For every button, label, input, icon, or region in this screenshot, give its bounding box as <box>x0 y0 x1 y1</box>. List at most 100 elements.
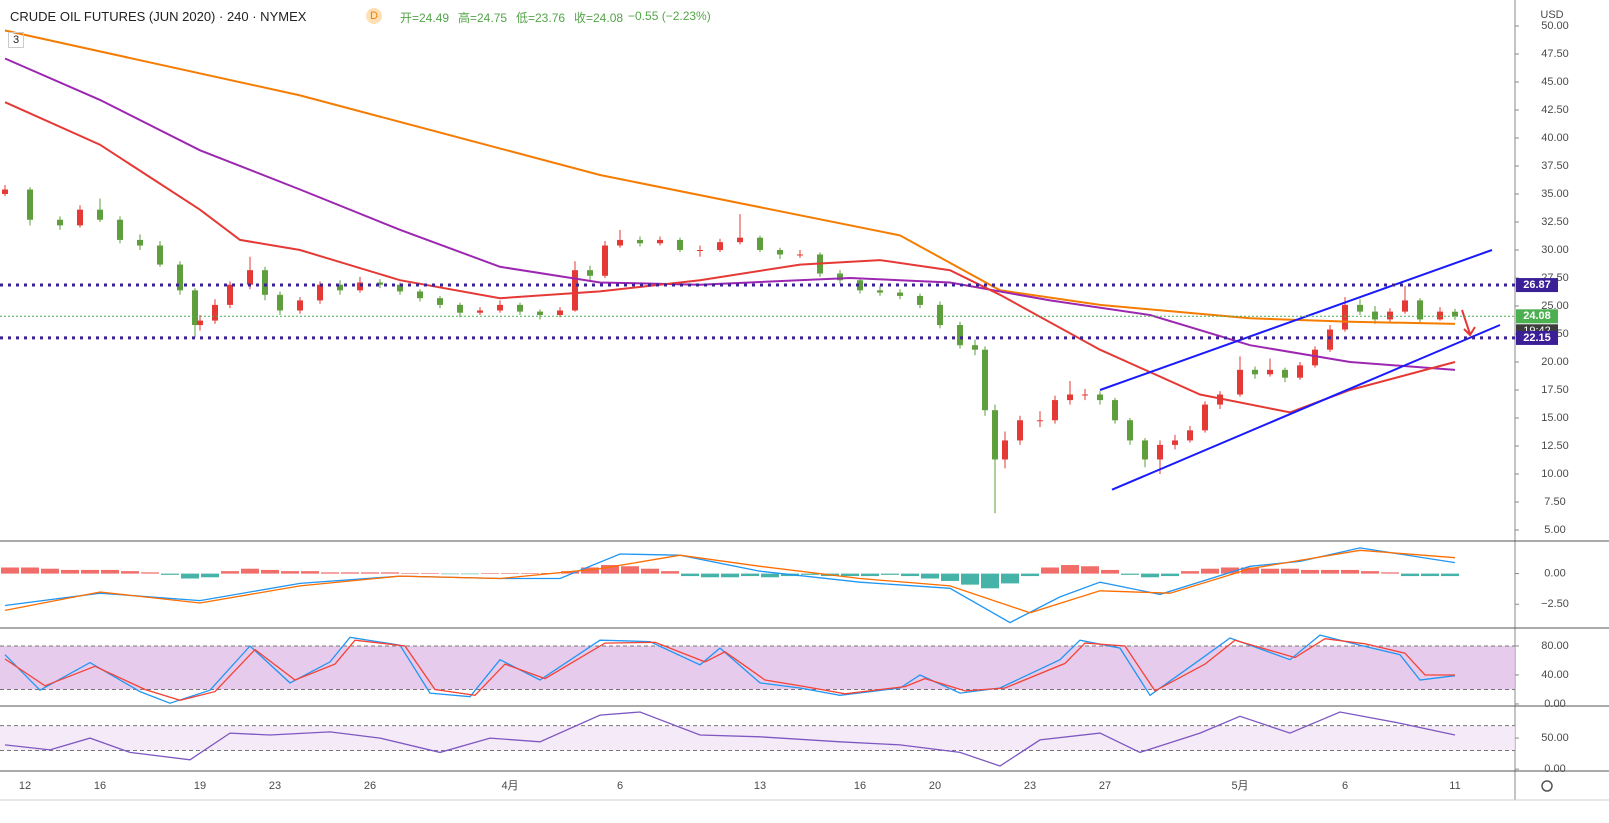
histogram-bar <box>1421 573 1439 577</box>
y-tick-label: 32.50 <box>1541 216 1569 228</box>
candle-body <box>197 320 203 326</box>
candle-body <box>797 254 803 256</box>
x-tick-label: 20 <box>929 780 941 792</box>
indicator-line <box>4 638 1455 701</box>
histogram-bar <box>981 573 999 589</box>
candle-body <box>477 310 483 313</box>
settings-icon[interactable] <box>1541 780 1553 792</box>
candle-body <box>1157 444 1163 460</box>
level-label: 24.08 <box>1523 310 1551 322</box>
candle-body <box>1267 369 1273 375</box>
candle-body <box>1327 329 1333 350</box>
y-tick-label: 40.00 <box>1541 669 1569 681</box>
candle-body <box>572 270 578 311</box>
histogram-bar <box>961 573 979 585</box>
candle-body <box>77 209 83 226</box>
level-label: 22.15 <box>1523 332 1551 344</box>
title: CRUDE OIL FUTURES (JUN 2020) · 240 · NYM… <box>10 9 307 24</box>
y-tick-label: 50.00 <box>1541 732 1569 744</box>
indicator-line <box>4 711 1456 767</box>
y-tick-label: 5.00 <box>1544 524 1565 536</box>
histogram-bar <box>1221 567 1239 574</box>
close: 收=24.08 <box>574 11 624 25</box>
histogram-bar <box>1441 573 1459 577</box>
y-tick-label: 35.00 <box>1541 188 1569 200</box>
histogram-bar <box>61 569 79 574</box>
candle-body <box>317 284 323 301</box>
candle-body <box>247 270 253 285</box>
trend-line <box>1111 324 1501 491</box>
histogram-bar <box>721 573 739 578</box>
currency: USD <box>1540 9 1563 21</box>
histogram-bar <box>361 572 379 574</box>
histogram-bar <box>1041 567 1059 574</box>
indicator-line <box>4 549 1456 614</box>
badge[interactable]: D <box>366 8 382 24</box>
x-tick-label: 6 <box>617 780 623 792</box>
histogram-bar <box>921 573 939 579</box>
histogram-bar <box>801 573 819 575</box>
histogram-bar <box>641 568 659 574</box>
indicator-toggle[interactable]: 3 <box>8 32 25 48</box>
histogram-bar <box>521 572 539 574</box>
candle-body <box>517 304 523 312</box>
candle-body <box>992 410 998 460</box>
candle-body <box>737 237 743 243</box>
candle-body <box>657 239 663 244</box>
histogram-bar <box>441 573 459 575</box>
candle-body <box>297 300 303 311</box>
open: 开=24.49 <box>400 11 450 25</box>
candle-body <box>617 239 623 246</box>
x-tick-label: 4月 <box>501 780 518 792</box>
candle-body <box>877 290 883 293</box>
histogram-bar <box>461 573 479 575</box>
candle-body <box>457 304 463 313</box>
histogram-bar <box>1301 569 1319 574</box>
y-tick-label: 47.50 <box>1541 48 1569 60</box>
candle-body <box>97 209 103 220</box>
candle-body <box>212 304 218 321</box>
histogram-bar <box>1341 569 1359 574</box>
candle-body <box>717 242 723 251</box>
histogram-bar <box>881 573 899 575</box>
candle-body <box>1037 420 1043 422</box>
histogram-bar <box>1141 573 1159 578</box>
candle-body <box>1052 400 1058 421</box>
candle-body <box>1067 394 1073 401</box>
x-tick-label: 19 <box>194 780 206 792</box>
histogram-bar <box>1 567 19 574</box>
x-tick-label: 23 <box>1024 780 1036 792</box>
candle-body <box>192 290 198 326</box>
candle-body <box>157 245 163 265</box>
candle-body <box>1097 394 1103 401</box>
y-tick-label: 17.50 <box>1541 384 1569 396</box>
candle-body <box>377 282 383 285</box>
y-tick-label: 10.00 <box>1541 468 1569 480</box>
histogram-bar <box>761 573 779 578</box>
candle-body <box>957 325 963 346</box>
histogram-bar <box>1261 568 1279 574</box>
histogram-bar <box>581 567 599 574</box>
y-tick-label: 12.50 <box>1541 440 1569 452</box>
y-tick-label: 0.00 <box>1544 568 1565 580</box>
y-tick-label: 80.00 <box>1541 640 1569 652</box>
low: 低=23.76 <box>516 11 566 25</box>
candle-body <box>117 219 123 240</box>
candle-body <box>857 280 863 291</box>
histogram-bar <box>1321 569 1339 574</box>
histogram-bar <box>221 571 239 574</box>
y-tick-label: 50.00 <box>1541 20 1569 32</box>
x-tick-label: 12 <box>19 780 31 792</box>
histogram-bar <box>1061 565 1079 574</box>
candle-body <box>837 273 843 281</box>
histogram-bar <box>481 572 499 574</box>
candle-body <box>587 270 593 276</box>
candle-body <box>637 239 643 244</box>
y-tick-label: 45.00 <box>1541 76 1569 88</box>
histogram-bar <box>181 573 199 579</box>
candle-body <box>27 189 33 220</box>
candle-body <box>2 189 8 194</box>
histogram-bar <box>341 572 359 574</box>
